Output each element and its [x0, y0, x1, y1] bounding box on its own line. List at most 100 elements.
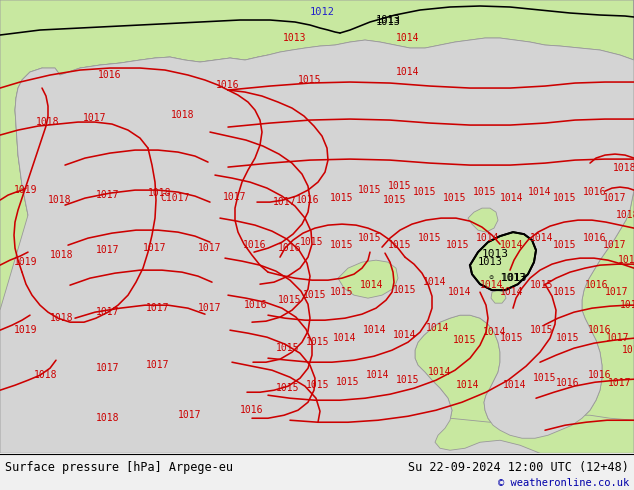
- Text: 1015: 1015: [358, 185, 382, 195]
- Text: 1018: 1018: [34, 370, 58, 380]
- Text: 1013: 1013: [481, 249, 508, 259]
- Text: 1015: 1015: [358, 233, 382, 243]
- Polygon shape: [0, 0, 634, 310]
- Text: 1017: 1017: [96, 245, 120, 255]
- Text: 1017: 1017: [606, 333, 630, 343]
- Text: 1016: 1016: [583, 187, 607, 197]
- Text: 1016: 1016: [243, 240, 267, 250]
- Text: 1015: 1015: [553, 287, 577, 297]
- Text: 1017: 1017: [96, 190, 120, 200]
- Text: 1015: 1015: [530, 280, 553, 290]
- Text: 1015: 1015: [500, 333, 524, 343]
- Polygon shape: [338, 260, 398, 298]
- Text: 1013: 1013: [375, 17, 401, 27]
- Text: 1014: 1014: [480, 280, 504, 290]
- Text: Surface pressure [hPa] Arpege-eu: Surface pressure [hPa] Arpege-eu: [5, 461, 233, 474]
- Text: 1013: 1013: [283, 33, 307, 43]
- Polygon shape: [470, 232, 536, 290]
- Text: 1014: 1014: [500, 240, 524, 250]
- Text: 1015: 1015: [330, 193, 354, 203]
- Text: 1018: 1018: [36, 117, 60, 127]
- Text: 1016: 1016: [556, 378, 579, 388]
- Text: 1014: 1014: [456, 380, 480, 390]
- Text: ◦ 1013: ◦ 1013: [489, 273, 527, 283]
- Text: 1014: 1014: [360, 280, 384, 290]
- Text: 1014: 1014: [530, 233, 553, 243]
- Text: 1015: 1015: [533, 373, 557, 383]
- Text: 1018: 1018: [618, 255, 634, 265]
- Text: 1018: 1018: [616, 210, 634, 220]
- Text: 1015: 1015: [383, 195, 407, 205]
- Text: 1017: 1017: [608, 378, 631, 388]
- Text: 1018: 1018: [50, 250, 74, 260]
- Text: 1015: 1015: [330, 240, 354, 250]
- Text: 1014: 1014: [396, 67, 420, 77]
- Text: 1014: 1014: [528, 187, 552, 197]
- Text: 1017: 1017: [223, 192, 247, 202]
- Polygon shape: [0, 415, 634, 453]
- Text: Su 22-09-2024 12:00 UTC (12+48): Su 22-09-2024 12:00 UTC (12+48): [408, 461, 629, 474]
- Text: 1017: 1017: [83, 113, 107, 123]
- Text: 1016: 1016: [240, 405, 264, 415]
- Text: 1015: 1015: [393, 285, 417, 295]
- Text: 1014: 1014: [503, 380, 527, 390]
- Text: 1015: 1015: [330, 287, 354, 297]
- Text: 1015: 1015: [446, 240, 470, 250]
- Text: ◦ 1013: ◦ 1013: [488, 273, 526, 283]
- Text: 1014: 1014: [424, 277, 447, 287]
- Text: 1015: 1015: [298, 75, 321, 85]
- Text: 1014: 1014: [393, 330, 417, 340]
- Text: C1017: C1017: [160, 193, 190, 203]
- Text: 1018: 1018: [622, 345, 634, 355]
- Text: 1016: 1016: [98, 70, 122, 80]
- Text: © weatheronline.co.uk: © weatheronline.co.uk: [498, 478, 629, 488]
- Text: 1018: 1018: [48, 195, 72, 205]
- Polygon shape: [0, 38, 634, 453]
- Text: 1019: 1019: [14, 257, 38, 267]
- Text: 1017: 1017: [273, 197, 297, 207]
- Text: 1013: 1013: [477, 257, 503, 267]
- Polygon shape: [468, 208, 498, 232]
- Text: 1017: 1017: [605, 287, 629, 297]
- Text: 1016: 1016: [583, 233, 607, 243]
- Text: 1017: 1017: [198, 303, 222, 313]
- Text: 1015: 1015: [473, 187, 497, 197]
- Text: 1018: 1018: [620, 300, 634, 310]
- Text: 1018: 1018: [148, 188, 172, 198]
- Text: 1017: 1017: [143, 243, 167, 253]
- Text: 1015: 1015: [276, 383, 300, 393]
- Text: 1017: 1017: [178, 410, 202, 420]
- Text: 1015: 1015: [556, 333, 579, 343]
- Text: 1017: 1017: [603, 240, 627, 250]
- Text: 1015: 1015: [388, 181, 411, 191]
- Text: 1014: 1014: [333, 333, 357, 343]
- Text: 1017: 1017: [603, 193, 627, 203]
- Text: 1015: 1015: [306, 337, 330, 347]
- Text: 1018: 1018: [96, 413, 120, 423]
- Polygon shape: [15, 55, 275, 312]
- Text: 1014: 1014: [366, 370, 390, 380]
- Text: 1015: 1015: [278, 295, 302, 305]
- Text: 1014: 1014: [500, 193, 524, 203]
- Text: 1015: 1015: [303, 290, 327, 300]
- Text: 1016: 1016: [588, 325, 612, 335]
- Text: 1014: 1014: [396, 33, 420, 43]
- Text: 1015: 1015: [276, 343, 300, 353]
- Text: 1017: 1017: [146, 360, 170, 370]
- Text: 1015: 1015: [306, 380, 330, 390]
- Text: 1015: 1015: [336, 377, 359, 387]
- Text: 1016: 1016: [585, 280, 609, 290]
- Text: 1017: 1017: [96, 307, 120, 317]
- Text: 1015: 1015: [553, 240, 577, 250]
- Text: 1016: 1016: [216, 80, 240, 90]
- Text: 1015: 1015: [453, 335, 477, 345]
- Text: 1013: 1013: [375, 15, 401, 25]
- Polygon shape: [491, 290, 506, 303]
- Text: 1017: 1017: [96, 363, 120, 373]
- Text: 1015: 1015: [530, 325, 553, 335]
- Text: 1017: 1017: [146, 303, 170, 313]
- Text: 1016: 1016: [278, 243, 302, 253]
- Text: 1019: 1019: [14, 185, 38, 195]
- Text: 1017: 1017: [198, 243, 222, 253]
- Text: 1015: 1015: [553, 193, 577, 203]
